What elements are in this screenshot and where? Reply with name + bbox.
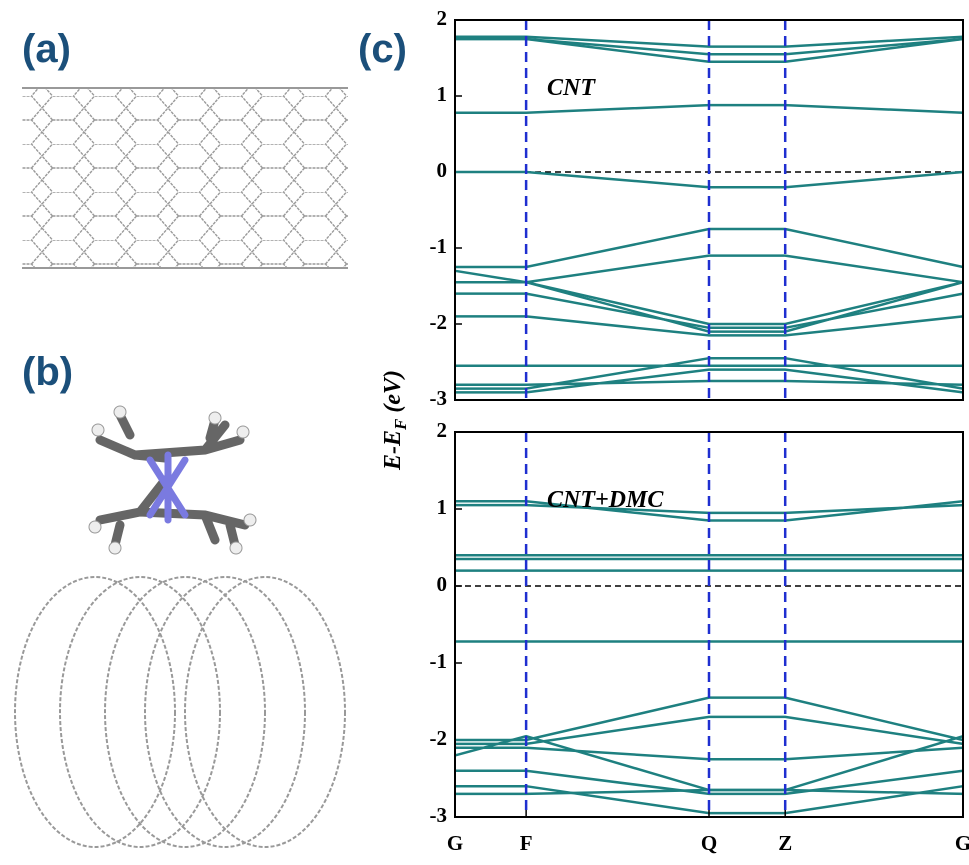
annotation: CNT: [547, 75, 596, 101]
annotation: CNT+DMC: [547, 487, 664, 513]
y-axis-label: E-EF (eV): [380, 370, 410, 471]
y-tick-label: 2: [437, 6, 448, 30]
x-tick-label: G: [447, 831, 463, 855]
nanotube-end-view: [15, 577, 345, 847]
y-label-sub: F: [391, 418, 410, 431]
nanotube-side-view: [22, 88, 348, 268]
y-tick-label: 1: [437, 82, 448, 106]
dmc-molecule: [89, 406, 256, 554]
panel-label: (c): [358, 27, 407, 71]
panel-label: (a): [22, 27, 71, 71]
panel-label: (b): [22, 350, 73, 394]
y-tick-label: -1: [430, 234, 448, 258]
x-tick-label: Z: [778, 831, 792, 855]
x-tick-label: G: [955, 831, 969, 855]
y-tick-label: -3: [430, 386, 448, 410]
y-tick-label: -1: [430, 649, 448, 673]
y-label-unit: (eV): [380, 370, 406, 413]
y-tick-label: 1: [437, 495, 448, 519]
y-tick-label: 2: [437, 418, 448, 442]
y-tick-label: -2: [430, 726, 448, 750]
x-tick-label: Q: [701, 831, 717, 855]
y-label-main: E-E: [380, 430, 406, 471]
y-tick-label: 0: [437, 572, 448, 596]
y-tick-label: -2: [430, 310, 448, 334]
x-tick-label: F: [520, 831, 533, 855]
figure: (a) (b) (c) E-EF(eV) -3-2-1012CNT-3-2-10…: [0, 0, 969, 865]
y-tick-label: 0: [437, 158, 448, 182]
y-tick-label: -3: [430, 803, 448, 827]
